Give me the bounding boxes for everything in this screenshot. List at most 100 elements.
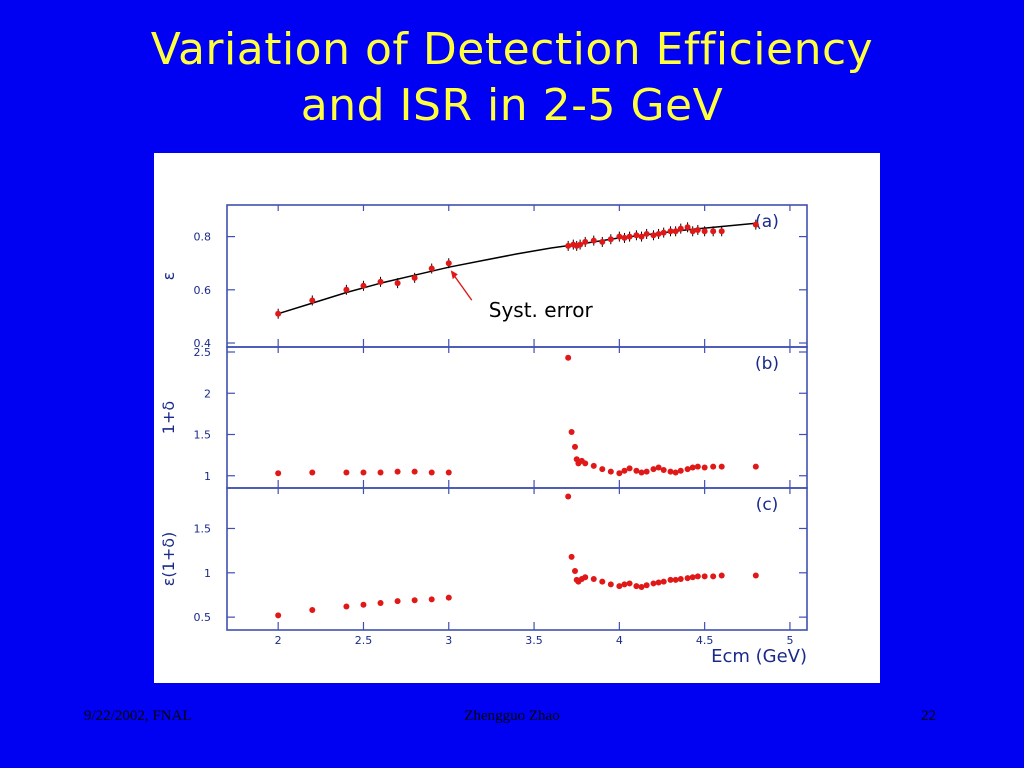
data-point	[650, 580, 657, 587]
data-point	[590, 576, 597, 583]
data-point	[360, 469, 367, 476]
annotation-arrowhead	[450, 270, 458, 280]
data-point	[701, 228, 708, 235]
x-tick-label: 2	[275, 634, 282, 647]
data-point	[667, 468, 674, 475]
data-point	[309, 297, 316, 304]
data-point	[752, 463, 759, 470]
title-line-1: Variation of Detection Efficiency	[150, 24, 874, 75]
data-point	[568, 429, 575, 436]
data-point	[621, 581, 628, 588]
x-tick-label: 3	[445, 634, 452, 647]
data-point	[572, 568, 578, 575]
y-tick-label: 1	[204, 567, 211, 580]
data-point	[660, 466, 667, 473]
data-point	[445, 260, 452, 267]
data-point	[377, 278, 384, 285]
data-point	[718, 228, 725, 235]
data-point	[590, 462, 597, 469]
efficiency-isr-chart: 0.4 0.6 0.8 ε (a) Syst. error 1 1.5 2 2.5 1+δ (b) 0.…	[159, 204, 808, 667]
data-point	[655, 230, 662, 237]
footer-date-venue: 9/22/2002, FNAL	[84, 708, 192, 724]
data-point	[394, 280, 401, 287]
data-point	[660, 229, 667, 236]
data-point	[672, 469, 679, 476]
data-point	[360, 601, 367, 608]
data-point	[377, 469, 384, 476]
data-point	[565, 493, 572, 500]
panel-frame	[226, 487, 808, 631]
y-axis-label: ε(1+δ)	[159, 532, 178, 587]
data-point	[638, 583, 645, 590]
y-tick-label: 2.5	[194, 346, 212, 359]
data-point	[677, 225, 684, 232]
slide-title: Variation of Detection Efficiency and IS…	[0, 22, 1024, 134]
data-point	[689, 228, 696, 235]
data-point	[411, 597, 418, 604]
data-point	[684, 466, 691, 473]
data-point	[633, 232, 640, 239]
data-point	[565, 354, 572, 361]
data-point	[701, 464, 708, 471]
x-axis-label: Ecm (GeV)	[711, 646, 807, 667]
data-point	[710, 573, 717, 580]
data-point	[660, 578, 667, 585]
data-point	[616, 583, 623, 590]
data-point	[394, 468, 401, 475]
data-point	[689, 574, 696, 581]
data-point	[577, 241, 584, 248]
data-point	[343, 286, 350, 293]
data-point	[599, 578, 606, 585]
data-point	[607, 468, 614, 475]
footer-author: Zhengguo Zhao	[464, 708, 560, 724]
y-tick-label: 0.4	[194, 337, 212, 350]
data-point	[626, 580, 633, 587]
data-point	[568, 553, 575, 560]
y-tick-label: 0.8	[194, 231, 212, 244]
data-point	[672, 576, 679, 583]
data-point	[590, 237, 597, 244]
data-point	[643, 468, 650, 475]
data-point	[275, 310, 282, 317]
data-point	[718, 463, 725, 470]
y-tick-label: 1	[204, 470, 211, 483]
figure-panel	[154, 153, 880, 683]
data-point	[626, 465, 633, 472]
data-point	[638, 233, 645, 240]
data-point	[343, 469, 350, 476]
y-axis-label: 1+δ	[159, 401, 178, 434]
data-point	[643, 582, 650, 589]
y-tick-label: 0.5	[194, 611, 212, 624]
data-point	[677, 467, 684, 474]
data-point	[572, 443, 578, 450]
data-point	[638, 469, 645, 476]
annotation-label: Syst. error	[489, 298, 594, 322]
data-point	[643, 230, 650, 237]
data-point	[607, 581, 614, 588]
data-point	[667, 228, 674, 235]
data-point	[633, 583, 640, 590]
data-point	[672, 228, 679, 235]
data-point	[599, 466, 606, 473]
data-point	[599, 238, 606, 245]
data-point	[565, 242, 572, 249]
data-point	[428, 469, 435, 476]
annotation-arrow	[451, 271, 473, 301]
data-point	[582, 460, 589, 467]
y-tick-label: 1.5	[194, 429, 212, 442]
data-point	[428, 265, 435, 272]
data-point	[621, 467, 628, 474]
data-point	[607, 236, 614, 243]
data-point	[689, 464, 696, 471]
y-tick-label: 2	[204, 387, 211, 400]
data-point	[694, 226, 701, 233]
data-point	[582, 238, 589, 245]
data-point	[582, 574, 589, 581]
data-point	[694, 573, 701, 580]
data-point	[694, 463, 701, 470]
x-tick-label: 4.5	[696, 634, 714, 647]
data-point	[655, 464, 662, 471]
data-point	[616, 233, 623, 240]
data-point	[655, 579, 662, 586]
data-point	[309, 469, 316, 476]
